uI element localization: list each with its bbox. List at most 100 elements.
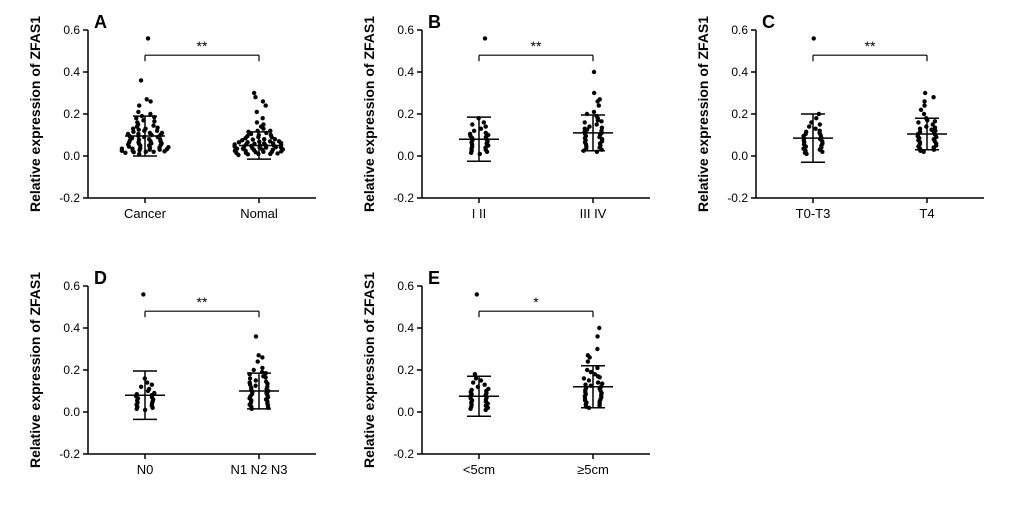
data-point	[260, 116, 264, 120]
ytick-label: 0.4	[731, 65, 748, 79]
panel-svg: -0.20.00.20.40.6Relative expression of Z…	[12, 8, 332, 244]
figure-container: -0.2 0.0 0.2 0.4 0.6 Relative expression of Z…	[0, 0, 1020, 508]
data-point	[260, 355, 264, 359]
data-point	[598, 97, 602, 101]
data-point	[245, 140, 249, 144]
data-point	[586, 353, 590, 357]
data-point	[160, 131, 164, 135]
data-point	[148, 131, 152, 135]
ytick-label: 0.6	[63, 279, 80, 293]
data-point	[468, 132, 472, 136]
category-label: ≥5cm	[577, 462, 609, 477]
ytick-label: 0.0	[731, 149, 748, 163]
ytick-label: 0.4	[63, 321, 80, 335]
data-point	[255, 120, 259, 124]
data-point	[807, 124, 811, 128]
ytick-label: 0.0	[397, 405, 414, 419]
data-point	[592, 110, 596, 114]
significance-label: **	[531, 38, 542, 54]
data-point	[592, 91, 596, 95]
data-point	[166, 145, 170, 149]
ytick-label: -0.2	[393, 447, 414, 461]
data-point	[137, 103, 141, 107]
ytick-label: 0.6	[63, 23, 80, 37]
data-point	[261, 99, 265, 103]
data-point	[135, 120, 139, 124]
category-label: <5cm	[463, 462, 495, 477]
ytick-label: 0.0	[63, 405, 80, 419]
data-point	[147, 387, 151, 391]
data-point	[120, 146, 124, 150]
panel-E: -0.20.00.20.40.6Relative expression of Z…	[346, 264, 666, 500]
ytick-label: 0.4	[63, 65, 80, 79]
panel-letter: C	[762, 12, 775, 32]
category-label: Nomal	[240, 206, 278, 221]
data-point	[916, 120, 920, 124]
panel-A: -0.20.00.20.40.6Relative expression of Z…	[12, 8, 332, 244]
data-point	[484, 131, 488, 135]
data-point	[136, 110, 140, 114]
data-point	[587, 378, 591, 382]
y-axis-title: Relative expression of ZFAS1	[695, 16, 711, 212]
data-point	[147, 137, 151, 141]
data-point	[269, 133, 273, 137]
ytick-label: 0.0	[397, 149, 414, 163]
data-point	[923, 91, 927, 95]
data-point	[586, 359, 590, 363]
data-point	[155, 125, 159, 129]
panel-letter: B	[428, 12, 441, 32]
panel-svg: -0.20.00.20.40.6Relative expression of Z…	[346, 8, 666, 244]
ytick-label: 0.4	[397, 65, 414, 79]
data-point	[256, 359, 260, 363]
data-point	[596, 380, 600, 384]
data-point	[262, 137, 266, 141]
data-point	[595, 347, 599, 351]
panel-D: -0.20.00.20.40.6Relative expression of Z…	[12, 264, 332, 500]
data-point	[482, 120, 486, 124]
category-label: N1 N2 N3	[230, 462, 287, 477]
data-point	[152, 150, 156, 154]
y-axis-title: Relative expression of ZFAS1	[361, 272, 377, 468]
data-point	[595, 334, 599, 338]
data-point	[469, 388, 473, 392]
data-point	[582, 120, 586, 124]
ytick-label: 0.2	[63, 363, 80, 377]
significance-label: **	[197, 294, 208, 310]
ytick-label: -0.2	[59, 191, 80, 205]
panel-svg: -0.20.00.20.40.6Relative expression of Z…	[12, 264, 332, 500]
data-point	[919, 108, 923, 112]
category-label: Cancer	[124, 206, 167, 221]
data-point	[256, 353, 260, 357]
ytick-label: -0.2	[393, 191, 414, 205]
y-axis-title: Relative expression of ZFAS1	[27, 272, 43, 468]
ytick-label: 0.2	[397, 107, 414, 121]
data-point	[933, 119, 937, 123]
ytick-label: 0.6	[397, 279, 414, 293]
data-point	[252, 91, 256, 95]
data-point	[482, 383, 486, 387]
panel-B: -0.20.00.20.40.6Relative expression of Z…	[346, 8, 666, 244]
data-point	[255, 110, 259, 114]
data-point	[252, 368, 256, 372]
data-point	[264, 103, 268, 107]
data-point	[597, 103, 601, 107]
data-point	[139, 78, 143, 82]
data-point	[922, 112, 926, 116]
data-point	[486, 387, 490, 391]
data-point	[922, 103, 926, 107]
ytick-label: 0.0	[63, 149, 80, 163]
data-point	[817, 129, 821, 133]
data-point	[277, 139, 281, 143]
panel-C: -0.20.00.20.40.6Relative expression of Z…	[680, 8, 1000, 244]
data-point	[268, 139, 272, 143]
significance-label: **	[865, 38, 876, 54]
y-axis-title: Relative expression of ZFAS1	[27, 16, 43, 212]
ytick-label: -0.2	[727, 191, 748, 205]
data-point	[813, 127, 817, 131]
data-point	[254, 334, 258, 338]
category-label: T0-T3	[796, 206, 831, 221]
data-point	[484, 124, 488, 128]
data-point	[150, 383, 154, 387]
data-point	[264, 379, 268, 383]
data-point	[253, 384, 257, 388]
